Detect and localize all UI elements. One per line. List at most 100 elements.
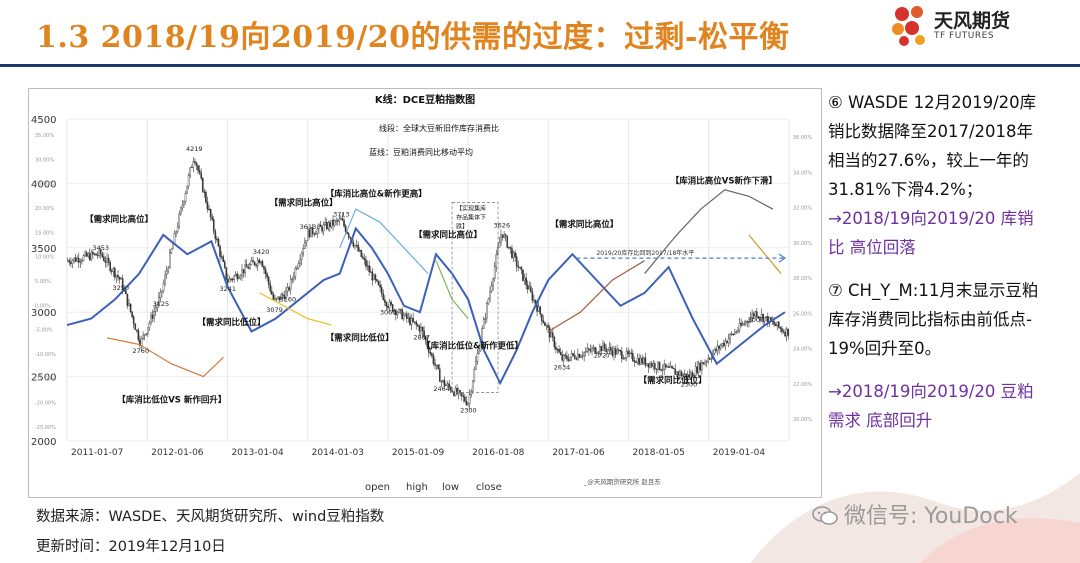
- candle-body: [220, 256, 223, 258]
- annotations: 【需求同比高位】【需求同比低位】【库消比低位VS 新作回升】【需求同比高位】【库…: [85, 175, 777, 405]
- candle-body: [250, 260, 253, 265]
- candle-body: [575, 358, 578, 360]
- candle-body: [551, 332, 554, 338]
- candle-body: [765, 316, 768, 318]
- right-pct-tick-label: 36.00%: [793, 135, 812, 141]
- candle-body: [569, 356, 571, 361]
- candle-body: [470, 391, 472, 395]
- stock-ratio-segment-2011: [106, 337, 224, 378]
- candle-body: [352, 242, 355, 247]
- candle-body: [721, 343, 724, 347]
- candle-body: [253, 261, 256, 265]
- candle-body: [187, 175, 190, 187]
- candle-body: [271, 290, 273, 295]
- candle-body: [685, 373, 687, 379]
- note6-conclusion-line1: →2018/19向2019/20 库销: [828, 209, 1034, 228]
- candle-body: [410, 317, 413, 325]
- candle-body: [388, 301, 391, 309]
- candle-body: [126, 293, 129, 306]
- candle-body: [340, 218, 342, 220]
- candle-body: [486, 303, 488, 319]
- left-pct-tick-label: -25.00%: [35, 425, 56, 431]
- candle-body: [730, 333, 733, 335]
- candle-body: [183, 201, 185, 206]
- price-labels: 4219 3453 3250 2760 3241 3125 3420 3613 3713 3079…: [92, 145, 764, 414]
- chart-grid: [66, 118, 790, 442]
- candle-body: [743, 323, 746, 325]
- candle-body: [669, 366, 672, 368]
- candle-body: [602, 343, 604, 351]
- candle-body: [754, 311, 757, 317]
- candle-body: [522, 269, 524, 281]
- left-pct-tick-label: 25.00%: [35, 182, 54, 188]
- y-tick-label: 4000: [31, 179, 56, 190]
- candle-body: [269, 283, 272, 292]
- candle-body: [646, 363, 648, 366]
- candle-body: [252, 260, 254, 263]
- pct-axis: 35.00% 30.00% 25.00% 20.00% 15.00% 10.00% 5.00…: [35, 133, 812, 431]
- candle-body: [616, 349, 618, 355]
- candle-body: [671, 366, 673, 369]
- candle-body: [456, 388, 458, 395]
- chart-annotation: 【库消比高位&新作更高】: [326, 188, 427, 199]
- candle-body: [606, 349, 609, 352]
- candle-body: [633, 360, 636, 363]
- candle-body: [578, 354, 581, 358]
- candle-body: [423, 330, 425, 337]
- candle-body: [515, 256, 518, 267]
- candle-body: [161, 290, 163, 293]
- chart-annotation: 【需求同比高位】: [85, 214, 153, 225]
- right-pct-tick-label: 30.00%: [793, 241, 812, 247]
- candle-body: [531, 291, 534, 301]
- candle-body: [476, 353, 479, 362]
- candle-body: [165, 270, 168, 276]
- logo-mark-icon: [892, 6, 925, 46]
- candle-body: [619, 350, 622, 352]
- candle-body: [784, 332, 786, 337]
- candle-body: [643, 357, 645, 364]
- candle-body: [512, 252, 515, 259]
- candle-body: [504, 234, 507, 237]
- candle-body: [217, 239, 220, 247]
- candle-body: [668, 366, 670, 368]
- chart-subtitle-line: 线段：全球大豆新旧作库存消费比: [379, 123, 499, 133]
- candle-body: [639, 357, 642, 365]
- stock-ratio-segment-2013: [259, 292, 332, 326]
- candle-body: [154, 307, 157, 312]
- candle-body: [402, 315, 405, 320]
- candle-body: [88, 253, 91, 261]
- candle-body: [581, 355, 584, 357]
- candle-body: [459, 390, 461, 393]
- candle-body: [688, 374, 691, 378]
- candle-body: [664, 363, 667, 368]
- candle-body: [76, 257, 79, 262]
- candle-body: [729, 333, 731, 340]
- candle-body: [677, 371, 680, 376]
- candle-body: [564, 354, 567, 357]
- candle-body: [622, 358, 625, 360]
- candle-body: [85, 252, 88, 257]
- candle-body: [559, 352, 562, 355]
- price-label: 3125: [153, 300, 170, 308]
- candle-body: [117, 275, 119, 278]
- candle-body: [577, 354, 579, 360]
- candle-body: [219, 246, 221, 257]
- candle-body: [132, 316, 135, 325]
- right-pct-tick-label: 24.00%: [793, 347, 812, 353]
- candle-body: [142, 334, 144, 339]
- candle-body: [627, 351, 629, 355]
- candle-body: [209, 209, 212, 218]
- candle-body: [473, 369, 476, 382]
- x-axis-label: 2016-01-08: [472, 448, 525, 458]
- chart-annotation: 【库消比高位VS新作下滑】: [671, 175, 777, 186]
- candle-body: [495, 254, 498, 267]
- candle-body: [387, 306, 389, 309]
- candle-body: [467, 403, 469, 405]
- candlestick-chart: 4500 4000 3500 3000 2500 2000 35.00% 30.00% 25.…: [31, 93, 812, 493]
- chart-annotation: 【需求同比低位】: [639, 375, 707, 386]
- candle-body: [131, 311, 133, 317]
- candle-body: [258, 259, 261, 264]
- candle-body: [179, 207, 182, 215]
- candle-body: [749, 317, 752, 323]
- chart-annotation: 【需求同比高位】: [550, 219, 618, 230]
